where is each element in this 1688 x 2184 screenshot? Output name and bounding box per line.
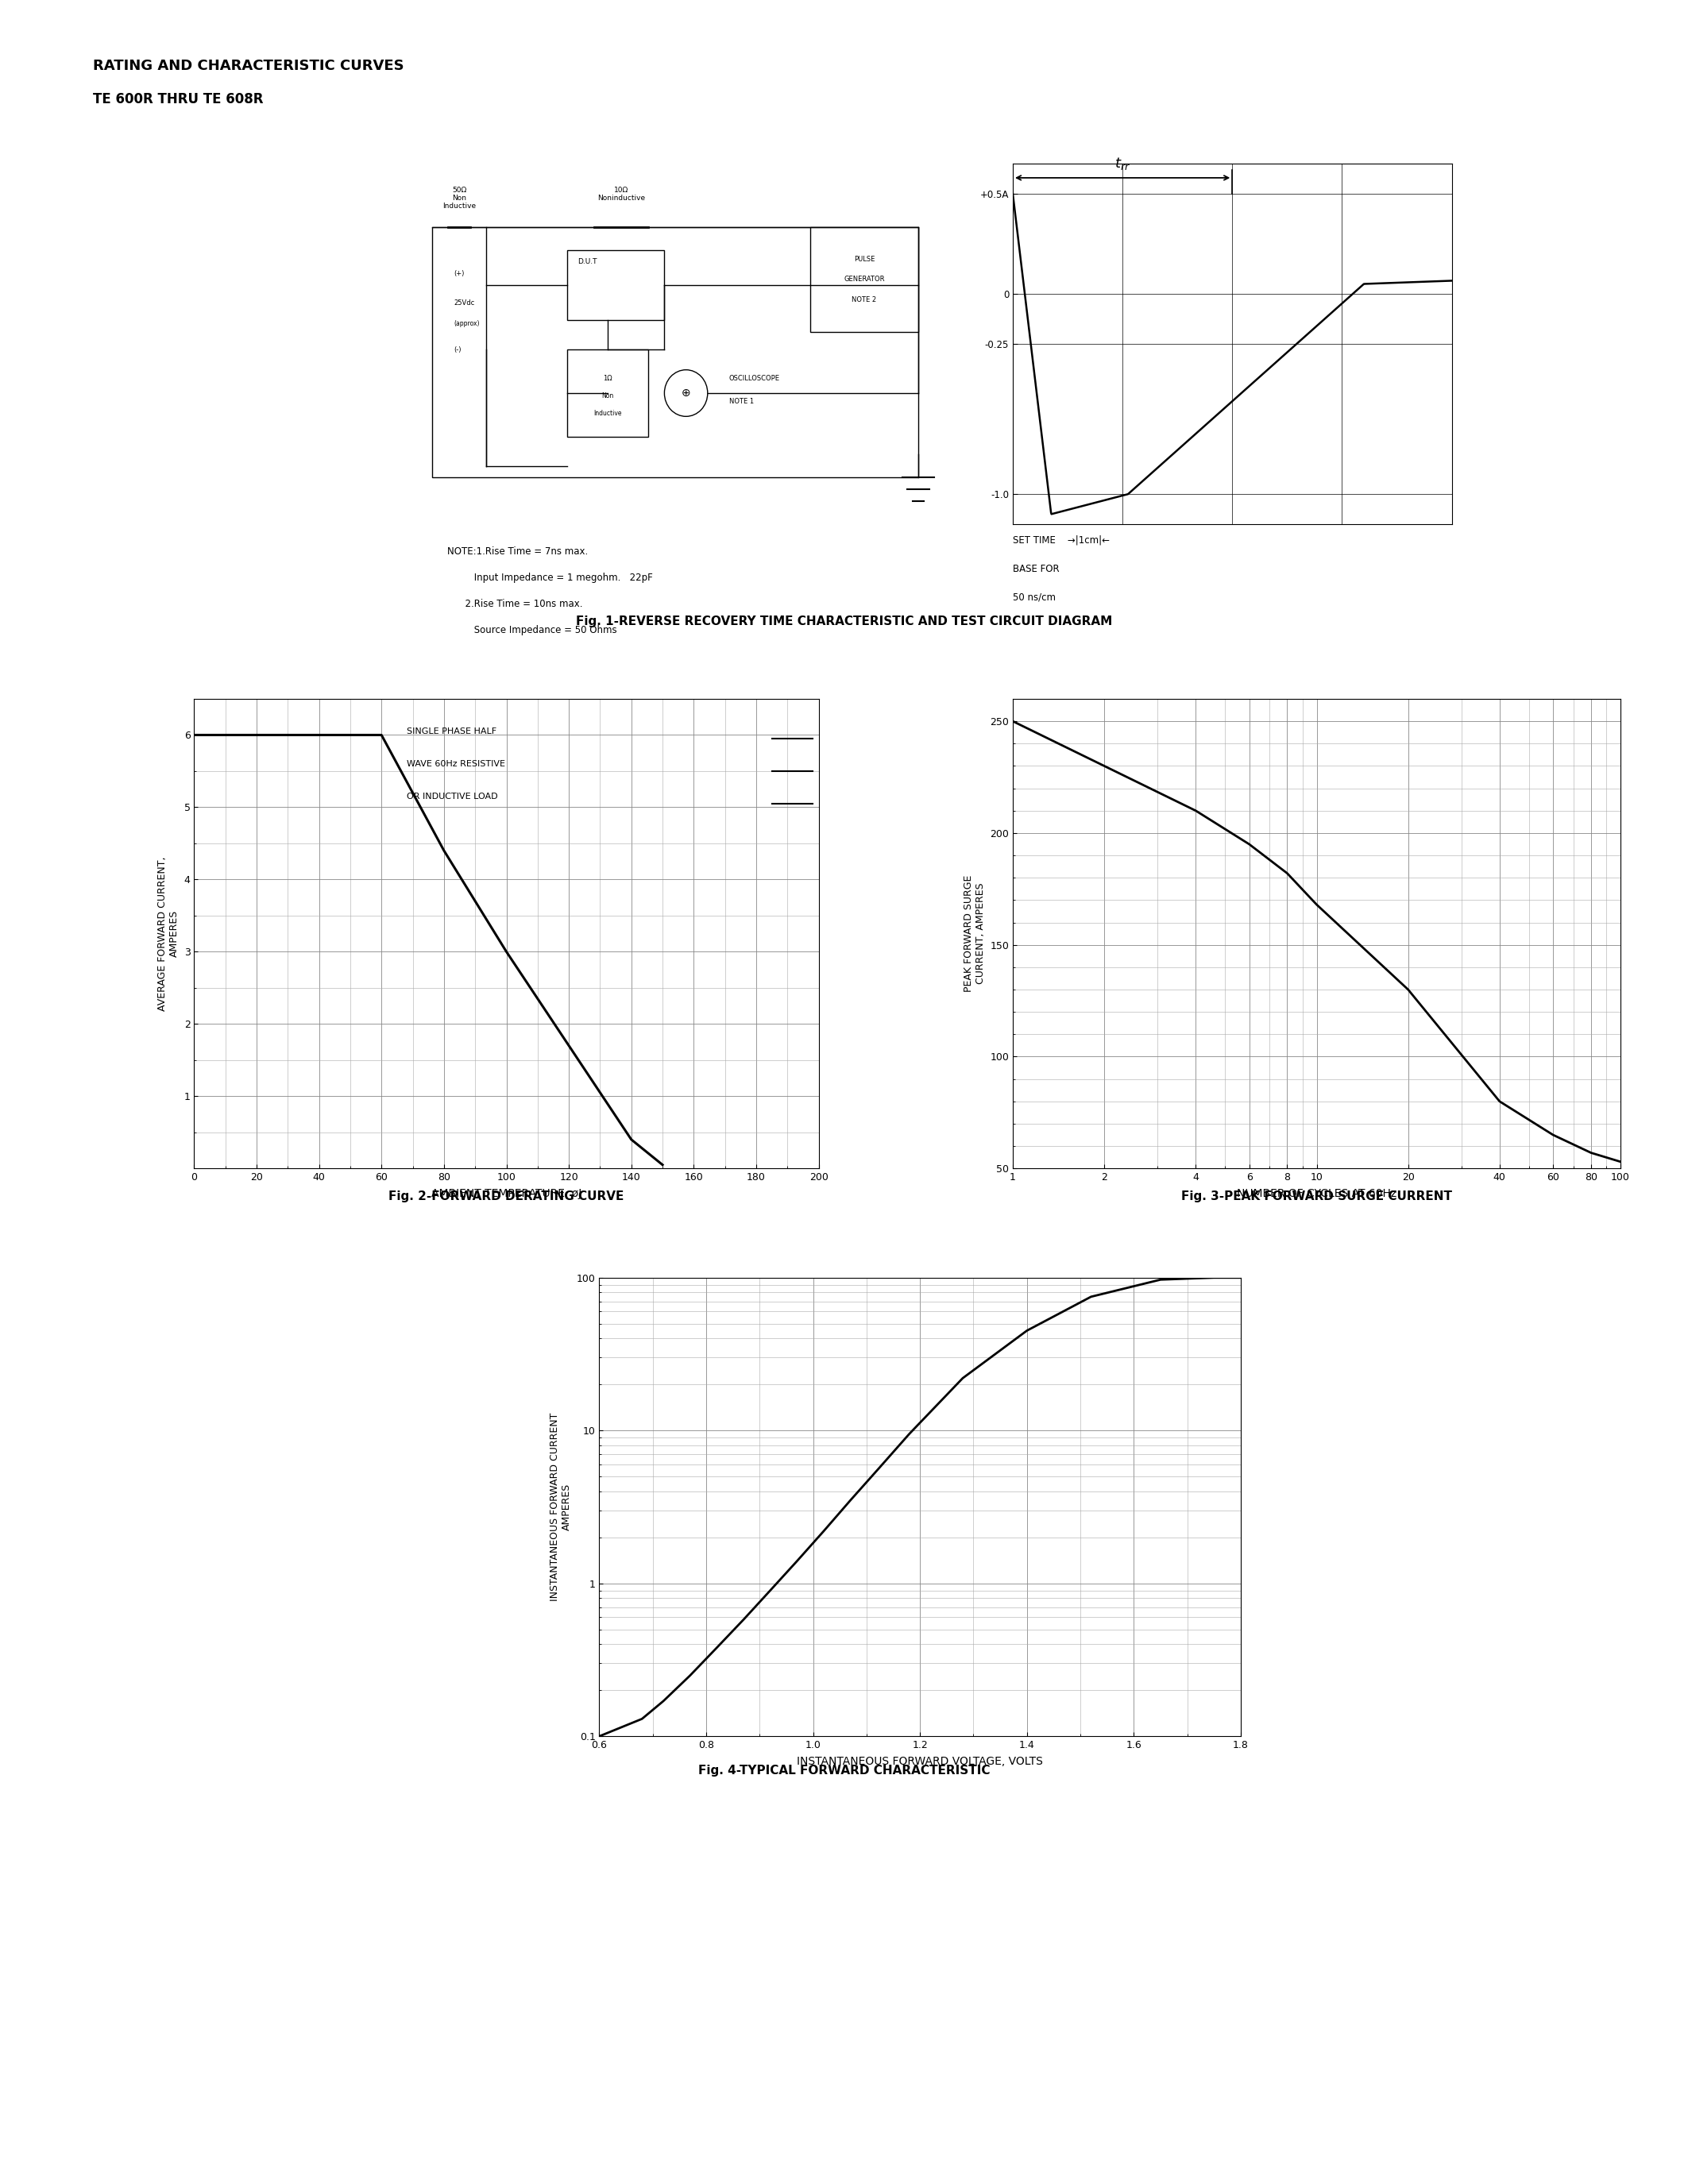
Y-axis label: AVERAGE FORWARD CURRENT,
AMPERES: AVERAGE FORWARD CURRENT, AMPERES bbox=[157, 856, 179, 1011]
Text: D.U.T: D.U.T bbox=[577, 258, 598, 266]
Text: SINGLE PHASE HALF: SINGLE PHASE HALF bbox=[407, 727, 496, 736]
Text: OR INDUCTIVE LOAD: OR INDUCTIVE LOAD bbox=[407, 793, 498, 802]
Bar bbox=[567, 349, 648, 437]
Text: TE 600R THRU TE 608R: TE 600R THRU TE 608R bbox=[93, 92, 263, 107]
Text: 10Ω
Noninductive: 10Ω Noninductive bbox=[598, 186, 645, 201]
X-axis label: NUMBER OF CYCLES AT 60Hz: NUMBER OF CYCLES AT 60Hz bbox=[1237, 1188, 1396, 1199]
Text: $t_{rr}$: $t_{rr}$ bbox=[1114, 155, 1131, 173]
X-axis label: INSTANTANEOUS FORWARD VOLTAGE, VOLTS: INSTANTANEOUS FORWARD VOLTAGE, VOLTS bbox=[797, 1756, 1043, 1767]
Text: NOTE 1: NOTE 1 bbox=[729, 397, 755, 406]
Bar bbox=[432, 227, 918, 478]
Text: Fig. 2-FORWARD DERATING CURVE: Fig. 2-FORWARD DERATING CURVE bbox=[388, 1190, 625, 1201]
Text: BASE FOR: BASE FOR bbox=[1013, 563, 1060, 574]
Text: ⊕: ⊕ bbox=[682, 387, 690, 400]
Bar bbox=[567, 251, 665, 321]
Text: Source Impedance = 50 Ohms: Source Impedance = 50 Ohms bbox=[447, 625, 618, 636]
Text: (approx): (approx) bbox=[454, 319, 479, 328]
Text: RATING AND CHARACTERISTIC CURVES: RATING AND CHARACTERISTIC CURVES bbox=[93, 59, 403, 74]
Text: WAVE 60Hz RESISTIVE: WAVE 60Hz RESISTIVE bbox=[407, 760, 505, 769]
Bar bbox=[810, 227, 918, 332]
X-axis label: AMBIENT TEMPERATURE, øJ: AMBIENT TEMPERATURE, øJ bbox=[430, 1188, 582, 1199]
Text: (-): (-) bbox=[454, 345, 461, 354]
Text: Non: Non bbox=[601, 393, 614, 400]
Y-axis label: INSTANTANEOUS FORWARD CURRENT
AMPERES: INSTANTANEOUS FORWARD CURRENT AMPERES bbox=[550, 1413, 572, 1601]
Text: 25Vdc: 25Vdc bbox=[454, 299, 474, 306]
Text: 1Ω: 1Ω bbox=[603, 376, 613, 382]
Text: GENERATOR: GENERATOR bbox=[844, 275, 885, 284]
Text: 2.Rise Time = 10ns max.: 2.Rise Time = 10ns max. bbox=[447, 598, 582, 609]
Text: Fig. 4-TYPICAL FORWARD CHARACTERISTIC: Fig. 4-TYPICAL FORWARD CHARACTERISTIC bbox=[699, 1765, 989, 1776]
Text: Inductive: Inductive bbox=[594, 411, 621, 417]
Text: 50 ns/cm: 50 ns/cm bbox=[1013, 592, 1055, 603]
Text: 50Ω
Non
Inductive: 50Ω Non Inductive bbox=[442, 186, 476, 210]
Text: SET TIME    →|1cm|←: SET TIME →|1cm|← bbox=[1013, 535, 1109, 546]
Text: PULSE: PULSE bbox=[854, 256, 874, 262]
Text: Fig. 3-PEAK FORWARD SURGE CURRENT: Fig. 3-PEAK FORWARD SURGE CURRENT bbox=[1182, 1190, 1452, 1201]
Text: OSCILLOSCOPE: OSCILLOSCOPE bbox=[729, 376, 780, 382]
Text: Input Impedance = 1 megohm.   22pF: Input Impedance = 1 megohm. 22pF bbox=[447, 572, 653, 583]
Text: NOTE:1.Rise Time = 7ns max.: NOTE:1.Rise Time = 7ns max. bbox=[447, 546, 587, 557]
Text: NOTE 2: NOTE 2 bbox=[852, 297, 876, 304]
Text: (+): (+) bbox=[454, 271, 464, 277]
Y-axis label: PEAK FORWARD SURGE
CURRENT, AMPERES: PEAK FORWARD SURGE CURRENT, AMPERES bbox=[964, 876, 986, 992]
Text: Fig. 1-REVERSE RECOVERY TIME CHARACTERISTIC AND TEST CIRCUIT DIAGRAM: Fig. 1-REVERSE RECOVERY TIME CHARACTERIS… bbox=[576, 616, 1112, 627]
